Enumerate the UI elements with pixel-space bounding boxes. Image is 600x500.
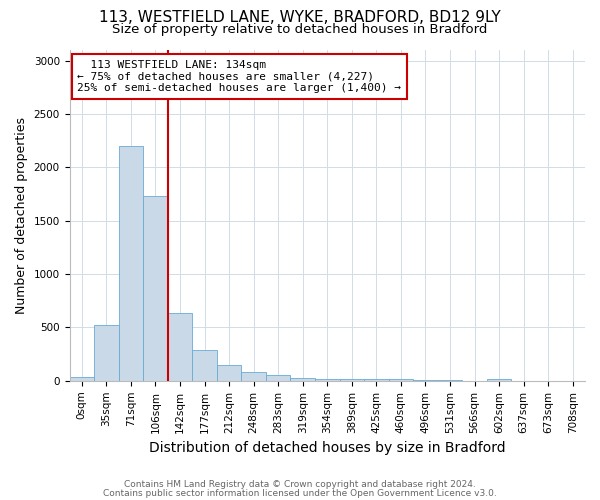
Y-axis label: Number of detached properties: Number of detached properties bbox=[15, 117, 28, 314]
Bar bbox=[487, 378, 511, 381]
Bar bbox=[290, 378, 315, 381]
Bar bbox=[413, 380, 438, 381]
Bar bbox=[192, 350, 217, 381]
Bar bbox=[143, 196, 168, 381]
Text: Contains HM Land Registry data © Crown copyright and database right 2024.: Contains HM Land Registry data © Crown c… bbox=[124, 480, 476, 489]
Bar bbox=[168, 312, 192, 381]
Text: Size of property relative to detached houses in Bradford: Size of property relative to detached ho… bbox=[112, 22, 488, 36]
Text: 113, WESTFIELD LANE, WYKE, BRADFORD, BD12 9LY: 113, WESTFIELD LANE, WYKE, BRADFORD, BD1… bbox=[99, 10, 501, 25]
Bar bbox=[217, 366, 241, 381]
X-axis label: Distribution of detached houses by size in Bradford: Distribution of detached houses by size … bbox=[149, 441, 506, 455]
Bar bbox=[94, 326, 119, 381]
Bar bbox=[315, 378, 340, 381]
Bar bbox=[70, 377, 94, 381]
Text: Contains public sector information licensed under the Open Government Licence v3: Contains public sector information licen… bbox=[103, 490, 497, 498]
Bar bbox=[119, 146, 143, 381]
Text: 113 WESTFIELD LANE: 134sqm
← 75% of detached houses are smaller (4,227)
25% of s: 113 WESTFIELD LANE: 134sqm ← 75% of deta… bbox=[77, 60, 401, 93]
Bar bbox=[266, 376, 290, 381]
Bar bbox=[340, 378, 364, 381]
Bar bbox=[241, 372, 266, 381]
Bar bbox=[364, 379, 389, 381]
Bar bbox=[389, 378, 413, 381]
